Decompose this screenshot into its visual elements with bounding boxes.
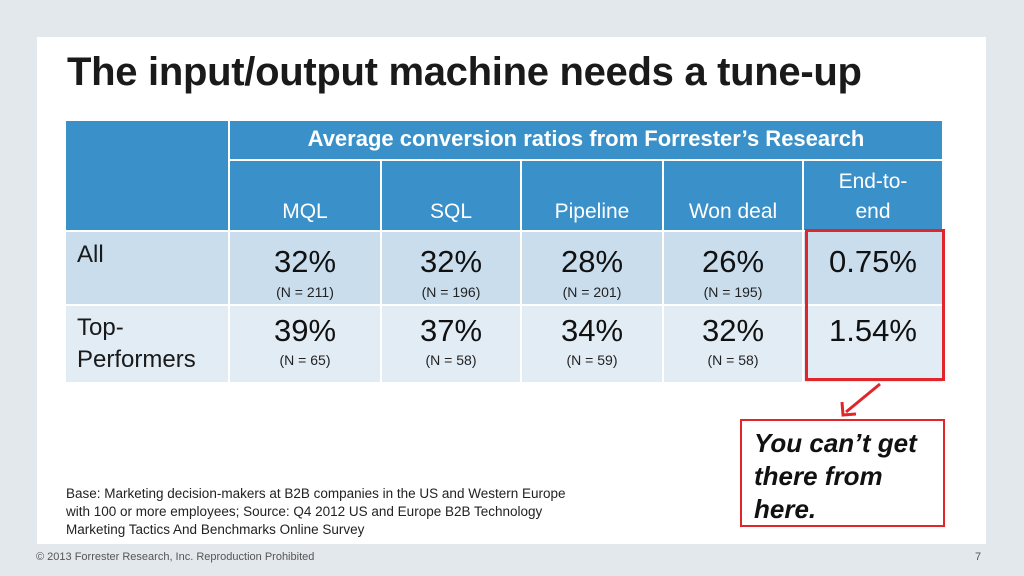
row-top-cell-sql bbox=[382, 306, 520, 382]
row-all-label: All bbox=[77, 241, 104, 268]
row-all-n-pipeline: (N = 201) bbox=[562, 284, 622, 300]
page-number: 7 bbox=[975, 551, 982, 563]
row-top-label-cell bbox=[66, 306, 228, 382]
callout-box: You can’t get there from here. bbox=[740, 419, 945, 527]
table-banner-header bbox=[230, 121, 942, 159]
row-top-label-line1: Top- bbox=[77, 314, 124, 341]
column-header-sql bbox=[382, 161, 520, 230]
row-all-pct-won-deal: 26% bbox=[701, 244, 765, 279]
row-all-pct-sql: 32% bbox=[419, 244, 483, 279]
column-label-mql: MQL bbox=[282, 200, 328, 223]
column-label-end-to-end-line2: end bbox=[855, 200, 891, 223]
row-top-pct-won-deal: 32% bbox=[701, 313, 765, 348]
row-all-n-sql: (N = 196) bbox=[421, 284, 481, 300]
row-all-cell-mql bbox=[230, 232, 380, 304]
row-all-cell-won-deal bbox=[664, 232, 802, 304]
column-header-pipeline bbox=[522, 161, 662, 230]
column-header-won-deal bbox=[664, 161, 802, 230]
slide-title: The input/output machine needs a tune-up bbox=[67, 50, 862, 94]
column-label-won-deal: Won deal bbox=[688, 200, 778, 223]
row-top-pct-end-to-end: 1.54% bbox=[829, 313, 917, 348]
column-header-mql bbox=[230, 161, 380, 230]
row-top-label-line2: Performers bbox=[77, 346, 196, 373]
row-top-cell-mql bbox=[230, 306, 380, 382]
column-label-pipeline: Pipeline bbox=[554, 200, 630, 223]
base-source-note: Base: Marketing decision-makers at B2B c… bbox=[66, 486, 566, 537]
row-all-cell-sql bbox=[382, 232, 520, 304]
column-label-end-to-end-line1: End-to- bbox=[838, 170, 908, 193]
row-all-cell-end-to-end bbox=[804, 232, 942, 304]
callout-text: You can’t get there from here. bbox=[754, 427, 939, 526]
row-all-pct-end-to-end: 0.75% bbox=[829, 244, 917, 279]
column-label-sql: SQL bbox=[429, 200, 473, 223]
row-top-n-pipeline: (N = 59) bbox=[566, 352, 618, 368]
row-top-n-sql: (N = 58) bbox=[425, 352, 477, 368]
row-top-cell-end-to-end bbox=[804, 306, 942, 382]
row-top-n-won-deal: (N = 58) bbox=[707, 352, 759, 368]
row-all-cell-pipeline bbox=[522, 232, 662, 304]
row-all-label-cell bbox=[66, 232, 228, 304]
callout-arrow-icon bbox=[840, 382, 881, 417]
row-top-pct-mql: 39% bbox=[273, 313, 337, 348]
row-all-pct-mql: 32% bbox=[273, 244, 337, 279]
row-top-pct-sql: 37% bbox=[419, 313, 483, 348]
callout-line-3: here. bbox=[754, 494, 817, 524]
row-all-n-mql: (N = 211) bbox=[276, 284, 334, 300]
end-to-end-highlight-box bbox=[805, 229, 945, 381]
row-top-n-mql: (N = 65) bbox=[279, 352, 331, 368]
row-top-cell-won-deal bbox=[664, 306, 802, 382]
table-corner-header bbox=[66, 121, 228, 230]
row-top-pct-pipeline: 34% bbox=[560, 313, 624, 348]
column-header-end-to-end bbox=[804, 161, 942, 230]
row-all-pct-pipeline: 28% bbox=[560, 244, 624, 279]
table-banner-text: Average conversion ratios from Forrester… bbox=[307, 126, 865, 151]
callout-line-2: there from bbox=[754, 461, 883, 491]
copyright-footer: © 2013 Forrester Research, Inc. Reproduc… bbox=[36, 551, 315, 563]
callout-line-1: You can’t get bbox=[754, 428, 917, 458]
row-top-cell-pipeline bbox=[522, 306, 662, 382]
row-all-n-won-deal: (N = 195) bbox=[703, 284, 763, 300]
